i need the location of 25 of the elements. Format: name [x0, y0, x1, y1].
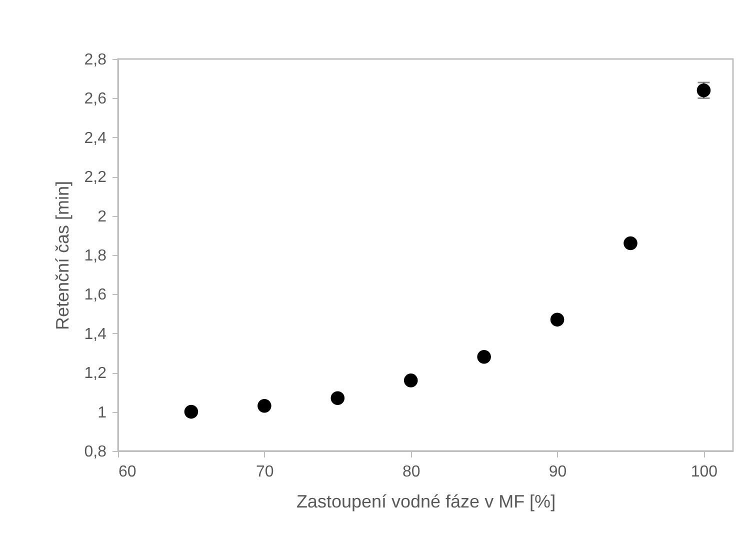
x-tick-label: 80 [402, 464, 420, 480]
y-tick-label: 2 [98, 208, 107, 226]
y-tick-label: 2,8 [84, 52, 107, 68]
y-tick-label: 2,2 [84, 169, 107, 186]
point [477, 350, 491, 364]
point [258, 399, 272, 413]
y-tick-label: 2,4 [84, 130, 107, 147]
y-tick-label: 1,6 [84, 286, 107, 304]
point [184, 404, 198, 419]
point [550, 312, 564, 327]
point [330, 391, 345, 405]
y-tick-label: 1 [98, 404, 107, 422]
x-tick-label: 90 [548, 464, 567, 480]
x-axis-title: Zastoupení vodné fáze v MF [%] [296, 492, 556, 512]
point [404, 374, 418, 388]
y-tick-label: 0,8 [84, 444, 107, 460]
x-tick-label: 60 [118, 464, 136, 480]
y-tick-label: 1,2 [84, 365, 107, 382]
y-tick-label: 2,6 [84, 90, 107, 108]
x-tick-label: 70 [256, 464, 274, 480]
y-axis-title: Retenční čas [min] [52, 180, 72, 330]
y-tick-label: 1,8 [84, 248, 107, 264]
x-tick-label: 100 [690, 464, 718, 480]
point [624, 236, 638, 250]
y-tick-label: 1,4 [84, 326, 107, 343]
